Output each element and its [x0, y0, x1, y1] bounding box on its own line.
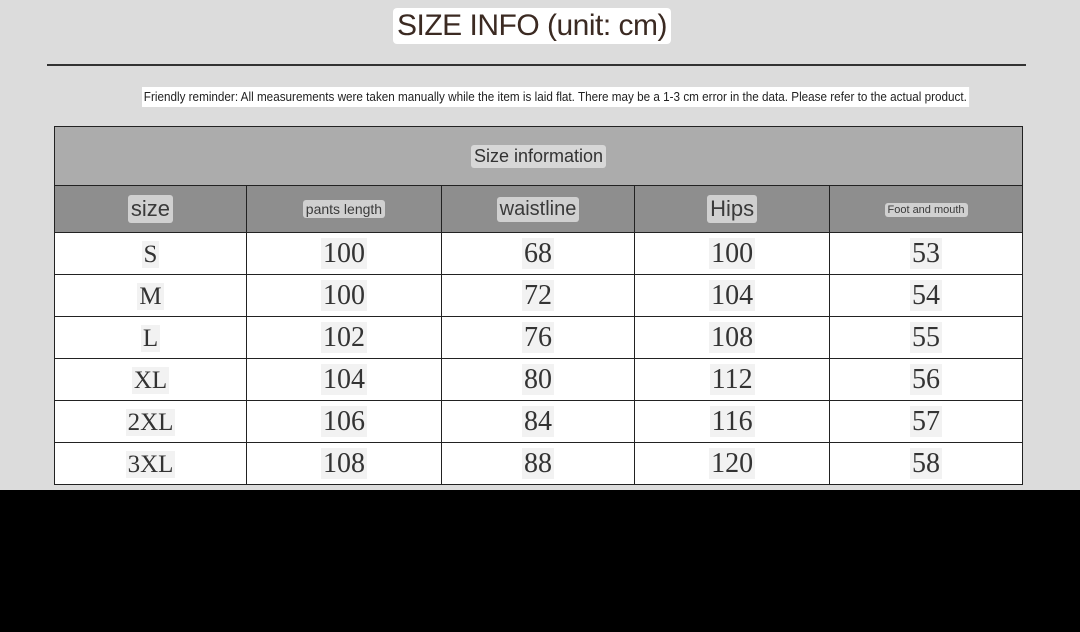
- cell-value: 88: [522, 447, 555, 479]
- measurement-cell: 108: [245, 442, 442, 485]
- measurement-cell: 58: [829, 442, 1023, 485]
- size-chart-sheet: SIZE INFO (unit: cm) Friendly reminder: …: [0, 0, 1080, 490]
- cell-value: 100: [320, 279, 367, 311]
- measurement-cell: 56: [829, 358, 1023, 401]
- measurement-cell: 108: [634, 316, 831, 359]
- column-header-label: Foot and mouth: [884, 203, 968, 217]
- column-header: Foot and mouth: [829, 185, 1023, 233]
- measurement-cell: 104: [634, 274, 831, 317]
- measurement-cell: 100: [245, 274, 442, 317]
- cell-value: 53: [910, 237, 943, 269]
- column-header-label: Hips: [707, 195, 758, 223]
- size-cell: M: [54, 274, 247, 317]
- measurement-cell: 116: [634, 400, 831, 443]
- cell-value: 76: [522, 321, 555, 353]
- table-row: XL 104 80 112 56: [54, 358, 1023, 401]
- cell-value: 104: [709, 279, 756, 311]
- cell-value: 56: [910, 363, 943, 395]
- measurement-cell: 120: [634, 442, 831, 485]
- cell-value: 102: [320, 321, 367, 353]
- measurement-cell: 55: [829, 316, 1023, 359]
- cell-value: 108: [709, 321, 756, 353]
- size-table: Size information size pants length waistli…: [54, 126, 1023, 485]
- cell-value: 72: [522, 279, 555, 311]
- measurement-cell: 104: [245, 358, 442, 401]
- size-cell: 3XL: [54, 442, 247, 485]
- table-row: 2XL 106 84 116 57: [54, 400, 1023, 443]
- cell-value: 3XL: [125, 450, 176, 478]
- table-row: 3XL 108 88 120 58: [54, 442, 1023, 485]
- table-caption: Size information: [54, 126, 1023, 186]
- cell-value: 54: [910, 279, 943, 311]
- size-cell: L: [54, 316, 247, 359]
- cell-value: 68: [522, 237, 555, 269]
- measurement-cell: 80: [440, 358, 636, 401]
- cell-value: 57: [910, 405, 943, 437]
- cell-value: 108: [320, 447, 367, 479]
- cell-value: S: [141, 240, 160, 268]
- column-header-label: pants length: [302, 199, 386, 218]
- size-cell: S: [54, 232, 247, 275]
- cell-value: 100: [709, 237, 756, 269]
- cell-value: 104: [320, 363, 367, 395]
- column-header: size: [54, 185, 247, 233]
- cell-value: 100: [320, 237, 367, 269]
- column-header: Hips: [634, 185, 831, 233]
- cell-value: 55: [910, 321, 943, 353]
- measurement-cell: 76: [440, 316, 636, 359]
- column-header: waistline: [440, 185, 636, 233]
- column-header: pants length: [245, 185, 442, 233]
- cell-value: 84: [522, 405, 555, 437]
- measurement-cell: 53: [829, 232, 1023, 275]
- cell-value: 80: [522, 363, 555, 395]
- reminder-note: Friendly reminder: All measurements were…: [142, 87, 969, 107]
- cell-value: M: [137, 282, 164, 310]
- table-row: S 100 68 100 53: [54, 232, 1023, 275]
- table-row: M 100 72 104 54: [54, 274, 1023, 317]
- cell-value: L: [140, 324, 161, 352]
- measurement-cell: 106: [245, 400, 442, 443]
- measurement-cell: 72: [440, 274, 636, 317]
- measurement-cell: 57: [829, 400, 1023, 443]
- measurement-cell: 54: [829, 274, 1023, 317]
- size-cell: 2XL: [54, 400, 247, 443]
- measurement-cell: 102: [245, 316, 442, 359]
- column-header-label: size: [127, 195, 174, 223]
- cell-value: 120: [709, 447, 756, 479]
- cell-value: 112: [709, 363, 755, 395]
- cell-value: 106: [320, 405, 367, 437]
- measurement-cell: 68: [440, 232, 636, 275]
- cell-value: 58: [910, 447, 943, 479]
- measurement-cell: 100: [634, 232, 831, 275]
- measurement-cell: 112: [634, 358, 831, 401]
- cell-value: 116: [709, 405, 755, 437]
- measurement-cell: 100: [245, 232, 442, 275]
- measurement-cell: 88: [440, 442, 636, 485]
- cell-value: 2XL: [125, 408, 176, 436]
- column-header-label: waistline: [496, 196, 580, 222]
- cell-value: XL: [131, 366, 170, 394]
- page-title: SIZE INFO (unit: cm): [393, 8, 672, 44]
- table-row: L 102 76 108 55: [54, 316, 1023, 359]
- measurement-cell: 84: [440, 400, 636, 443]
- size-cell: XL: [54, 358, 247, 401]
- divider: [47, 64, 1026, 66]
